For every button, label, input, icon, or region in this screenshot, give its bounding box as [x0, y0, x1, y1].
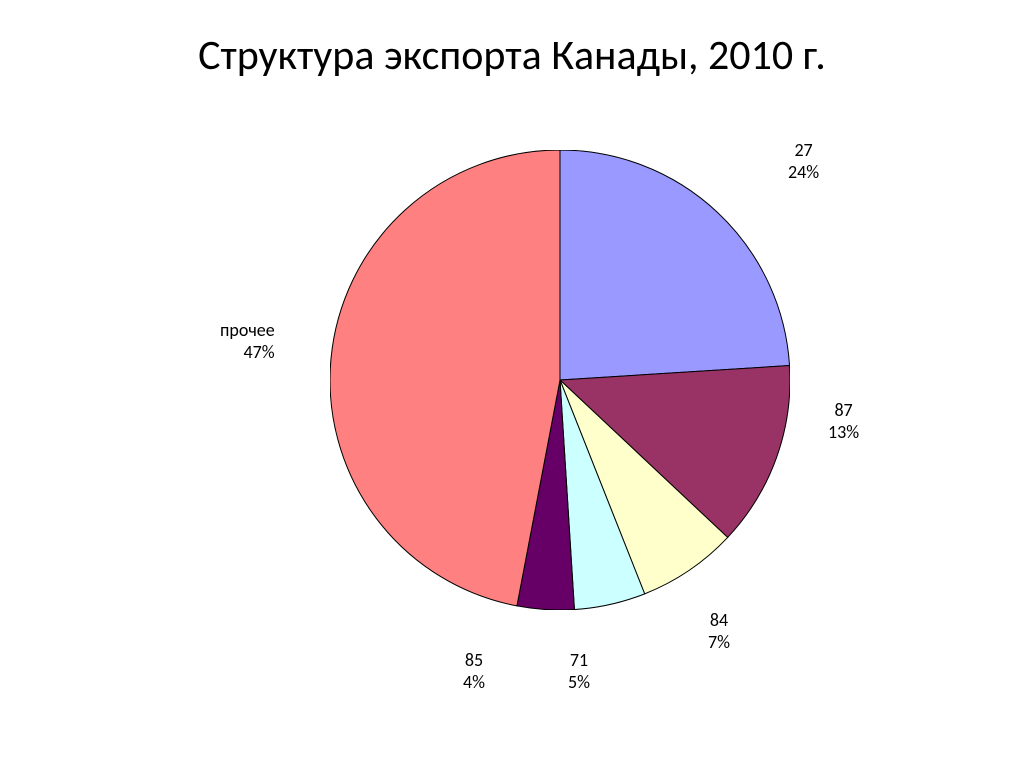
slice-label-27-line1: 27	[788, 140, 819, 162]
pie-svg-wrap	[330, 150, 790, 610]
slice-label-87: 87 13%	[828, 400, 859, 443]
pie-chart: 27 24% 87 13% 84 7% 71 5% 85 4% прочее 4…	[150, 140, 900, 710]
slice-label-71-line2: 5%	[568, 672, 590, 694]
slice-label-71-line1: 71	[568, 650, 590, 672]
slice-label-other-line1: прочее	[220, 320, 275, 342]
slice-label-85-line2: 4%	[463, 672, 485, 694]
slice-label-27-line2: 24%	[788, 162, 819, 184]
slice-label-27: 27 24%	[788, 140, 819, 183]
pie-slice-27	[560, 150, 790, 380]
pie-slice-прочее	[330, 150, 560, 606]
slice-label-84-line2: 7%	[708, 632, 730, 654]
slice-label-85-line1: 85	[463, 650, 485, 672]
chart-title: Структура экспорта Канады, 2010 г.	[0, 0, 1024, 81]
slice-label-85: 85 4%	[463, 650, 485, 693]
slice-label-87-line2: 13%	[828, 422, 859, 444]
slice-label-other: прочее 47%	[220, 320, 275, 363]
slice-label-84: 84 7%	[708, 610, 730, 653]
slice-label-84-line1: 84	[708, 610, 730, 632]
pie-svg	[330, 150, 790, 610]
slice-label-other-line2: 47%	[220, 342, 275, 364]
slice-label-87-line1: 87	[828, 400, 859, 422]
slice-label-71: 71 5%	[568, 650, 590, 693]
